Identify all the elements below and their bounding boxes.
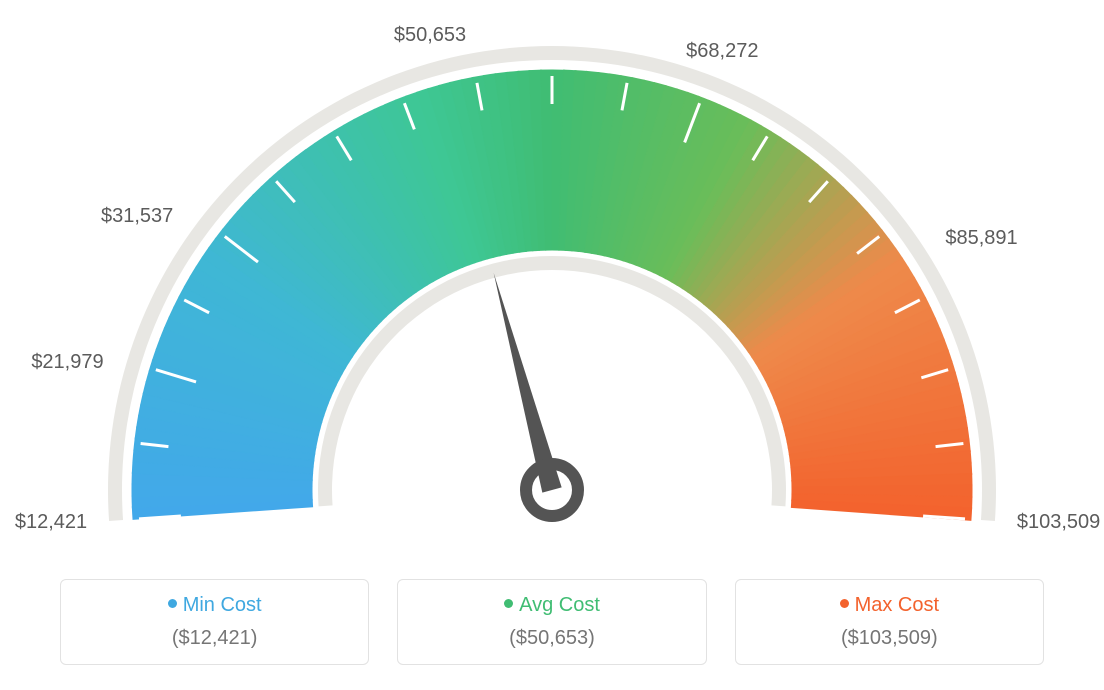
gauge-scale-label: $68,272	[677, 40, 767, 63]
legend-avg-title: Avg Cost	[408, 594, 695, 617]
legend-card-max: Max Cost ($103,509)	[735, 579, 1044, 665]
gauge-scale-label: $12,421	[0, 511, 87, 534]
gauge-scale-label: $103,509	[1017, 511, 1100, 534]
legend-avg-dot-icon	[504, 599, 513, 608]
legend-min-value: ($12,421)	[71, 627, 358, 650]
legend-min-dot-icon	[168, 599, 177, 608]
legend-max-dot-icon	[840, 599, 849, 608]
gauge-chart	[0, 0, 1104, 550]
legend-avg-value: ($50,653)	[408, 627, 695, 650]
legend-card-avg: Avg Cost ($50,653)	[397, 579, 706, 665]
legend-avg-label: Avg Cost	[519, 594, 600, 616]
gauge-scale-label: $50,653	[385, 24, 475, 47]
legend-min-title: Min Cost	[71, 594, 358, 617]
chart-container: $12,421 $21,979 $31,537 $50,653 $68,272 $85,8…	[0, 0, 1104, 690]
legend-max-value: ($103,509)	[746, 627, 1033, 650]
gauge-scale-label: $31,537	[83, 205, 173, 228]
legend-min-label: Min Cost	[183, 594, 262, 616]
gauge-scale-label: $85,891	[945, 227, 1017, 250]
legend-card-min: Min Cost ($12,421)	[60, 579, 369, 665]
legend-max-title: Max Cost	[746, 594, 1033, 617]
legend-row: Min Cost ($12,421) Avg Cost ($50,653) Ma…	[60, 579, 1044, 665]
gauge-scale-label: $21,979	[14, 351, 104, 374]
legend-max-label: Max Cost	[855, 594, 939, 616]
gauge-svg	[0, 0, 1104, 560]
